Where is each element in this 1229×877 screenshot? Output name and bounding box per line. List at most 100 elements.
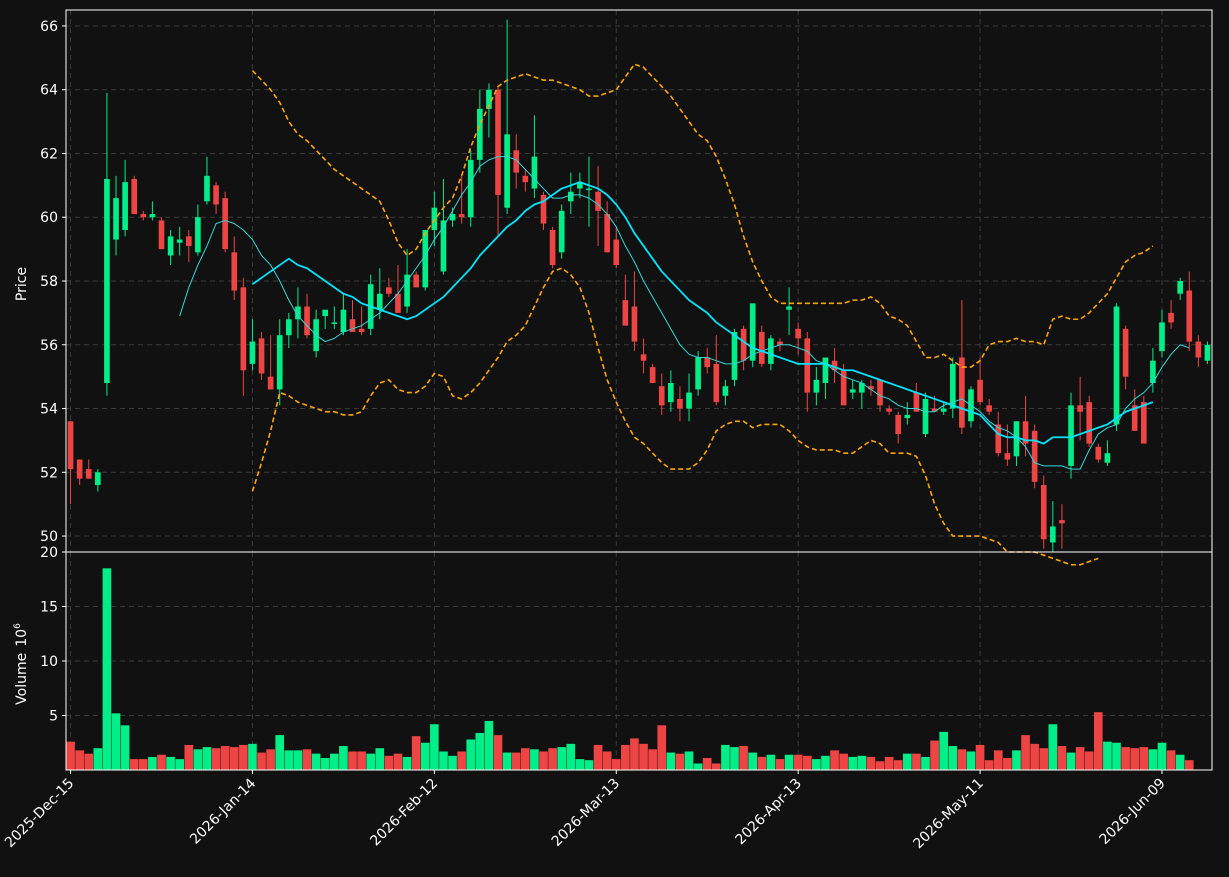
candle-body [467,159,474,218]
volume-bar [320,758,330,770]
volume-bar [502,752,512,770]
volume-bar [602,751,612,770]
volume-bar [812,759,821,770]
volume-bar [311,753,321,770]
volume-bar [420,742,430,770]
candle-body [504,134,510,208]
volume-bar [1048,724,1058,770]
price-tick-label: 60 [40,210,58,226]
volume-bar [1093,712,1103,770]
candle-body [340,309,347,333]
x-tick-label: 2026-May-11 [910,776,987,853]
volume-bar [957,749,967,770]
volume-bar [1066,752,1076,770]
candle-body [1031,430,1038,482]
candle-body [449,214,456,221]
candle-body [1195,341,1202,358]
candle-body [522,175,529,183]
volume-bar [711,763,721,770]
candle-body [1131,405,1138,431]
volume-bar [448,755,457,770]
volume-bar [75,750,84,770]
volume-bar [1166,750,1176,770]
candle-body [1150,360,1156,384]
candle-body [722,386,729,396]
candle-body [777,341,783,345]
volume-bar [229,747,239,770]
candle-body [395,293,401,313]
volume-bar [866,756,876,770]
volume-bar [966,751,976,770]
candle-body [1059,520,1065,524]
volume-bar [975,744,985,770]
volume-bar [1084,751,1094,770]
volume-bar [520,748,530,770]
volume-bar [284,750,294,770]
candle-body [904,414,911,419]
volume-bar [511,752,521,770]
candle-body [477,108,483,160]
candle-body [249,341,256,364]
candle-body [140,214,147,218]
price-tick-label: 54 [40,402,58,418]
volume-bar [1121,747,1130,770]
candle-body [977,379,983,403]
candle-body [567,191,574,202]
candle-body [622,300,629,326]
volume-axis-label: Volume 106 [13,623,30,705]
candle-body [158,220,165,250]
volume-bar [775,759,785,770]
volume-bar [402,756,412,770]
x-tick-label: 2026-Feb-12 [367,776,441,850]
volume-bar [939,731,949,770]
candle-body [949,363,956,409]
volume-tick-label: 20 [40,545,58,561]
volume-bar [184,744,194,770]
volume-bar [630,738,639,770]
volume-bar [211,748,221,770]
volume-bar [84,753,94,770]
candle-body [786,306,792,310]
volume-bar [584,760,594,770]
price-axis-label: Price [14,267,30,301]
price-tick-label: 58 [40,274,58,290]
candle-body [631,306,638,342]
candle-body [913,392,920,412]
candle-body [804,338,811,393]
price-panel [67,19,1211,566]
candle-body [104,178,110,384]
candle-body [586,188,592,191]
candle-body [413,274,419,288]
volume-bar [1012,750,1021,770]
candle-body [286,319,292,336]
candle-body [840,370,847,406]
candle-body [922,398,929,435]
volume-bar [684,751,694,770]
volume-bar [912,753,921,770]
candle-body [386,287,392,294]
volume-bar [166,756,175,770]
candle-body [1086,402,1093,444]
volume-bar [848,756,858,770]
sma-slow-line [251,181,1154,445]
candle-body [1104,453,1111,463]
volume-bar [721,744,730,770]
volume-bar [466,739,476,770]
x-tick-label: 2026-Jan-14 [187,775,259,847]
x-tick-label: 2026-Mar-13 [549,776,623,850]
volume-bar [948,746,958,770]
volume-bar [739,746,748,770]
volume-bar [821,755,830,770]
volume-tick-label: 15 [40,600,58,616]
candle-body [713,363,720,403]
candle-body [749,303,756,361]
candle-body [1050,526,1056,543]
volume-bar [275,735,285,770]
volume-bar [930,740,939,770]
volume-bar [1030,743,1039,770]
volume-bar [993,750,1003,770]
candle-body [1013,421,1020,457]
candle-body [458,214,465,218]
candle-body [859,383,865,393]
